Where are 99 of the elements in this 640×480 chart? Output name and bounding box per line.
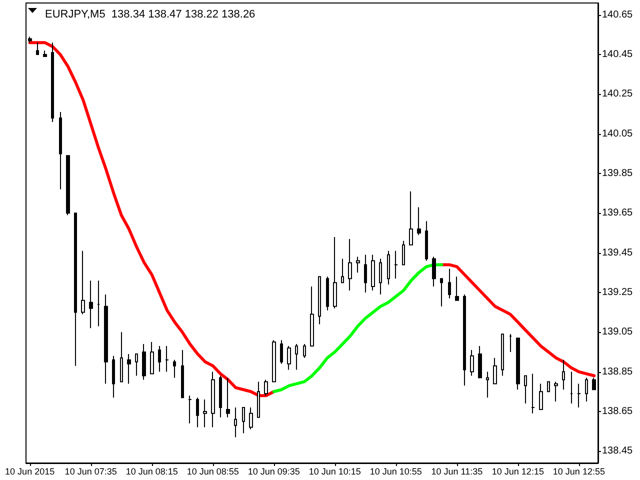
y-tick-label: 140.25 xyxy=(602,88,634,100)
candlestick xyxy=(524,375,527,404)
candlestick xyxy=(203,399,207,428)
candlestick xyxy=(478,346,482,378)
candlestick xyxy=(409,190,413,246)
candlestick xyxy=(371,254,375,291)
candlestick xyxy=(585,377,588,402)
candlestick xyxy=(158,346,161,372)
candlestick xyxy=(257,381,260,418)
candlestick xyxy=(440,278,443,307)
candlestick xyxy=(142,344,146,380)
x-tick-label: 10 Jun 09:35 xyxy=(248,466,300,476)
candlestick xyxy=(226,377,230,418)
candlestick xyxy=(417,206,421,236)
candlestick xyxy=(104,294,108,384)
candlestick xyxy=(570,371,573,404)
y-tick-label: 138.45 xyxy=(602,446,634,457)
candlestick xyxy=(303,344,306,358)
candlestick xyxy=(539,383,543,410)
candlestick xyxy=(509,334,512,352)
candlestick xyxy=(432,256,436,288)
candlestick xyxy=(387,250,390,286)
candlestick xyxy=(89,280,93,329)
candlestick xyxy=(272,340,276,382)
x-tick-label: 10 Jun 11:35 xyxy=(431,466,483,476)
candlestick xyxy=(181,349,184,398)
candlestick xyxy=(318,276,321,325)
candlestick xyxy=(188,395,192,424)
candlestick xyxy=(348,238,352,291)
candlestick xyxy=(150,342,154,374)
candlestick xyxy=(112,355,115,398)
y-tick-label: 139.45 xyxy=(602,247,634,258)
candlestick xyxy=(135,353,138,376)
candlestick xyxy=(211,371,215,428)
candlestick xyxy=(264,379,268,396)
y-tick-label: 139.65 xyxy=(602,208,634,219)
x-tick-label: 10 Jun 10:15 xyxy=(308,466,361,476)
candlestick xyxy=(51,42,54,122)
candlestick xyxy=(356,256,360,274)
candlestick xyxy=(547,381,550,392)
candlestick xyxy=(562,359,565,390)
y-tick-label: 138.65 xyxy=(602,406,634,417)
x-tick-label: 10 Jun 08:15 xyxy=(126,466,178,476)
candlestick xyxy=(501,334,504,376)
candlestick xyxy=(97,280,100,327)
candlestick xyxy=(516,338,520,390)
y-tick-label: 138.85 xyxy=(602,366,634,378)
candlestick xyxy=(554,381,558,402)
y-tick-label: 139.25 xyxy=(602,286,634,298)
candlestick xyxy=(28,36,32,44)
candlestick xyxy=(341,258,344,284)
candlestick xyxy=(486,371,489,398)
candlestick xyxy=(364,254,367,293)
x-tick-label: 10 Jun 10:55 xyxy=(370,466,422,476)
candlestick xyxy=(310,286,314,347)
x-tick-label: 10 Jun 12:15 xyxy=(492,466,544,476)
y-tick-label: 140.05 xyxy=(602,128,634,140)
candlestick xyxy=(448,268,451,299)
x-tick-label: 10 Jun 08:55 xyxy=(186,466,239,476)
candlestick xyxy=(120,332,123,382)
x-tick-label: 10 Jun 12:55 xyxy=(552,466,605,476)
y-tick-label: 140.65 xyxy=(602,9,634,20)
text: EURJPY,M5 138.34 138.47 138.22 138.26 xyxy=(45,8,256,20)
candlestick xyxy=(531,373,535,414)
candlestick xyxy=(234,406,237,438)
candlestick xyxy=(326,276,329,311)
candlestick xyxy=(59,112,62,190)
candlestick xyxy=(287,346,291,370)
candlestick xyxy=(81,250,85,315)
candlestick xyxy=(455,276,459,301)
candlestick xyxy=(394,250,398,280)
candlestick xyxy=(219,375,222,418)
candlestick xyxy=(333,236,337,309)
candlestick xyxy=(379,258,382,295)
candlestick xyxy=(463,294,466,386)
candlestick xyxy=(43,50,47,58)
candlestick xyxy=(165,346,169,372)
candlestick xyxy=(242,406,245,434)
candlestick xyxy=(295,344,298,370)
candlestick xyxy=(592,377,596,390)
y-tick-label: 140.45 xyxy=(602,49,634,60)
candlestick xyxy=(173,359,176,378)
y-tick-label: 139.05 xyxy=(602,326,634,338)
candlestick xyxy=(402,240,405,266)
candlestick xyxy=(66,155,70,216)
candlestick xyxy=(196,397,199,428)
candlestick xyxy=(74,212,77,366)
candlestick xyxy=(127,353,131,384)
candlestick xyxy=(577,383,581,408)
x-tick-label: 10 Jun 07:35 xyxy=(64,466,117,476)
x-tick-label: 10 Jun 2015 xyxy=(5,466,55,476)
candlestick xyxy=(425,220,428,262)
candlestick xyxy=(280,340,283,364)
y-tick-label: 139.85 xyxy=(602,168,634,180)
line-series xyxy=(272,263,444,394)
candlestick xyxy=(36,42,39,56)
candlestick xyxy=(493,357,497,384)
candlestick xyxy=(470,349,474,376)
candlestick xyxy=(249,406,253,430)
